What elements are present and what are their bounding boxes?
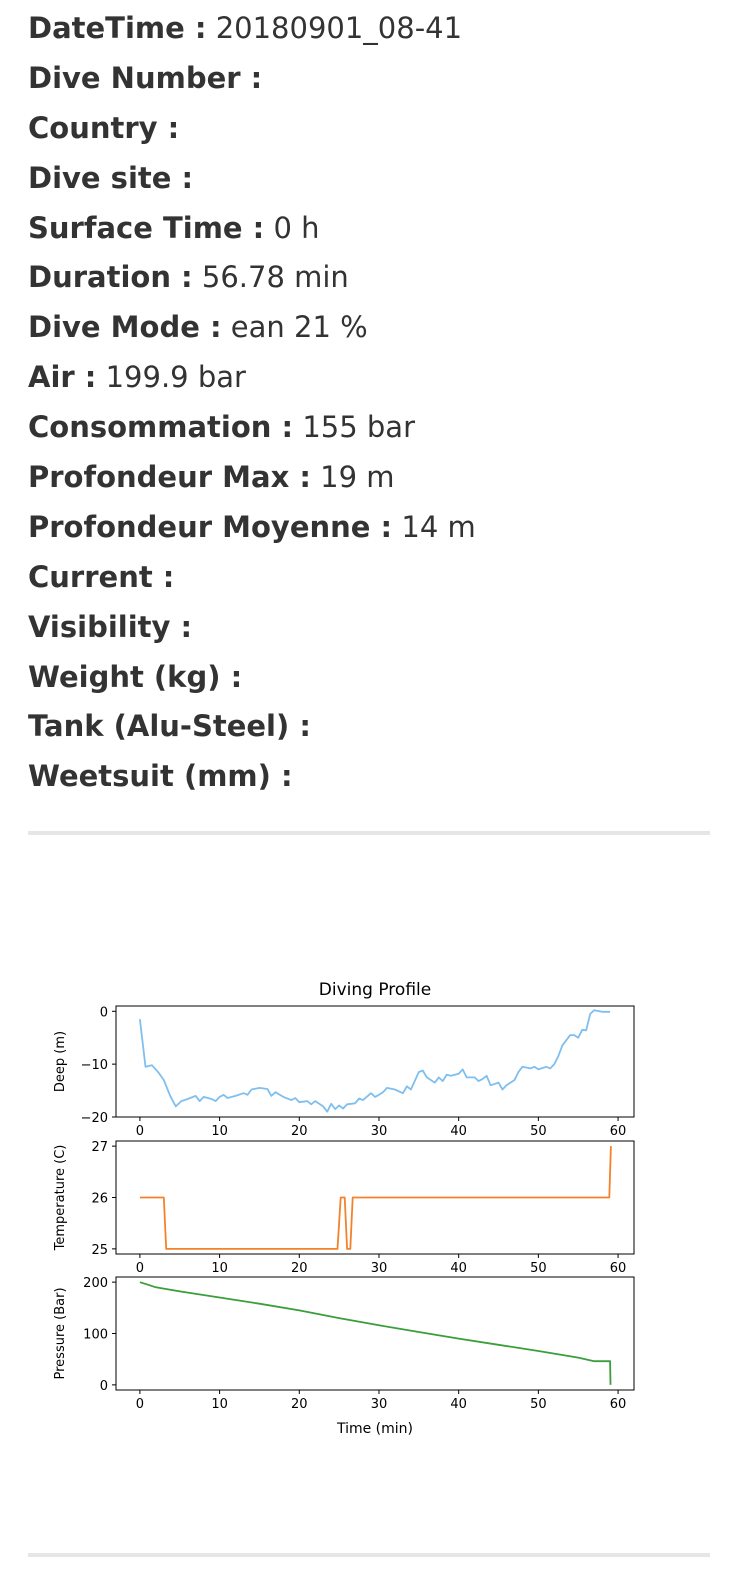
- info-value: 199.9 bar: [96, 360, 246, 395]
- separator-bottom: [28, 1553, 710, 1557]
- info-label: Country :: [28, 110, 180, 145]
- y-tick-label-depth: 0: [100, 1005, 108, 1020]
- chart-title: Diving Profile: [319, 980, 431, 1000]
- x-tick-label-depth: 20: [291, 1124, 308, 1139]
- info-label: Dive Mode :: [28, 310, 222, 345]
- y-tick-label-depth: −20: [81, 1111, 108, 1126]
- info-row: Profondeur Max : 19 m: [28, 453, 718, 503]
- info-value: 14 m: [392, 509, 476, 544]
- info-label: Dive Number :: [28, 60, 263, 95]
- info-value: 56.78 min: [192, 260, 349, 295]
- x-tick-label-pressure: 60: [610, 1397, 627, 1412]
- info-value: 0 h: [264, 210, 320, 245]
- info-value: ean 21 %: [221, 310, 368, 345]
- y-tick-label-pressure: 100: [83, 1328, 108, 1343]
- info-row: Consommation : 155 bar: [28, 403, 718, 453]
- info-label: Weetsuit (mm) :: [28, 759, 293, 794]
- info-label: Weight (kg) :: [28, 659, 243, 694]
- info-value: 155 bar: [293, 410, 415, 445]
- info-row: Country :: [28, 104, 718, 154]
- info-label: Current :: [28, 559, 175, 594]
- info-row: Duration : 56.78 min: [28, 253, 718, 303]
- x-tick-label-depth: 0: [136, 1124, 144, 1139]
- info-label: Consommation :: [28, 410, 294, 445]
- info-row: Surface Time : 0 h: [28, 204, 718, 254]
- x-axis-label: Time (min): [336, 1421, 413, 1437]
- info-label: Tank (Alu-Steel) :: [28, 709, 311, 744]
- x-tick-label-temperature: 30: [371, 1261, 388, 1276]
- x-tick-label-depth: 60: [610, 1124, 627, 1139]
- y-axis-label-depth: Deep (m): [53, 1031, 68, 1092]
- panel-frame-depth: [115, 1005, 635, 1118]
- x-tick-label-pressure: 50: [530, 1397, 547, 1412]
- x-tick-label-temperature: 40: [450, 1261, 467, 1276]
- x-tick-label-temperature: 20: [291, 1261, 308, 1276]
- y-tick-label-temperature: 25: [91, 1243, 108, 1258]
- info-label: Dive site :: [28, 160, 194, 195]
- info-label: Profondeur Max :: [28, 460, 311, 495]
- info-label: Air :: [28, 360, 97, 395]
- x-tick-label-pressure: 40: [450, 1397, 467, 1412]
- info-row: Current :: [28, 553, 718, 603]
- info-row: Dive site :: [28, 154, 718, 204]
- info-row: Tank (Alu-Steel) :: [28, 702, 718, 752]
- x-tick-label-depth: 50: [530, 1124, 547, 1139]
- y-tick-label-pressure: 0: [100, 1379, 108, 1394]
- diving-profile-svg: Diving Profile 0 −10 −20 0 10 20 30 40 50 60 Deep (…: [53, 980, 635, 1437]
- info-row: DateTime : 20180901_08-41: [28, 4, 718, 54]
- info-row: Profondeur Moyenne : 14 m: [28, 503, 718, 553]
- series-line-pressure: [139, 1281, 612, 1385]
- y-tick-label-temperature: 27: [91, 1140, 108, 1155]
- x-tick-label-pressure: 10: [211, 1397, 228, 1412]
- info-label: Profondeur Moyenne :: [28, 509, 393, 544]
- x-tick-label-pressure: 30: [371, 1397, 388, 1412]
- y-tick-label-depth: −10: [81, 1058, 108, 1073]
- info-label: Visibility :: [28, 609, 193, 644]
- info-row: Weetsuit (mm) :: [28, 752, 718, 802]
- y-axis-label-pressure: Pressure (Bar): [53, 1287, 68, 1379]
- y-tick-label-temperature: 26: [91, 1192, 108, 1207]
- dive-info-list: DateTime : 20180901_08-41 Dive Number : Co…: [28, 4, 718, 802]
- x-tick-label-depth: 10: [211, 1124, 228, 1139]
- info-value: 19 m: [310, 460, 395, 495]
- series-line-depth: [139, 1009, 611, 1113]
- info-row: Weight (kg) :: [28, 653, 718, 703]
- info-label: Duration :: [28, 260, 193, 295]
- y-tick-label-pressure: 200: [83, 1276, 108, 1291]
- x-tick-label-temperature: 10: [211, 1261, 228, 1276]
- x-tick-label-pressure: 20: [291, 1397, 308, 1412]
- x-tick-label-depth: 30: [371, 1124, 388, 1139]
- x-tick-label-depth: 40: [450, 1124, 467, 1139]
- info-row: Dive Number :: [28, 54, 718, 104]
- info-row: Visibility :: [28, 603, 718, 653]
- x-tick-label-temperature: 0: [136, 1261, 144, 1276]
- info-value: 20180901_08-41: [206, 11, 463, 45]
- x-tick-label-temperature: 50: [530, 1261, 547, 1276]
- separator-top: [28, 831, 710, 835]
- info-row: Air : 199.9 bar: [28, 353, 718, 403]
- info-label: DateTime :: [28, 11, 207, 45]
- y-axis-label-temperature: Temperature (C): [53, 1145, 68, 1252]
- x-tick-label-pressure: 0: [136, 1397, 144, 1412]
- x-tick-label-temperature: 60: [610, 1261, 627, 1276]
- info-row: Dive Mode : ean 21 %: [28, 303, 718, 353]
- series-line-temperature: [139, 1146, 612, 1250]
- diving-profile-chart: Diving Profile 0 −10 −20 0 10 20 30 40 50 60 Deep (…: [40, 965, 660, 1445]
- info-label: Surface Time :: [28, 210, 265, 245]
